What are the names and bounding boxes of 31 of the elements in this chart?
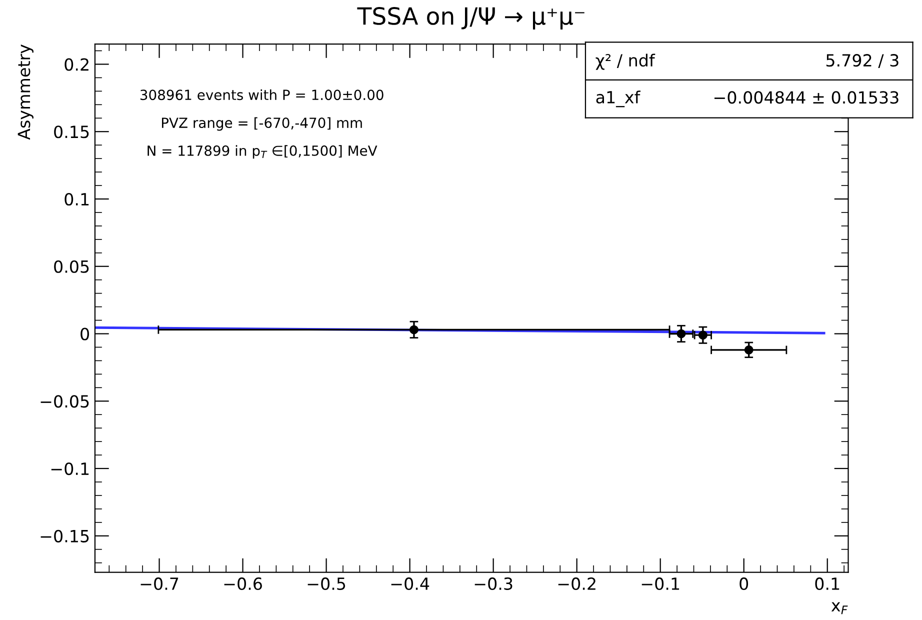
- x-tick-label: −0.3: [474, 577, 512, 590]
- x-tick-label: −0.4: [391, 577, 430, 590]
- x-tick-label: −0.7: [140, 577, 178, 590]
- x-tick-label: 0.1: [815, 577, 840, 590]
- chart-title: TSSA on J/Ψ → μ⁺μ⁻: [357, 7, 584, 30]
- annotation: −0.004844 ± 0.01533: [714, 91, 898, 104]
- x-tick-label: 0: [740, 577, 748, 590]
- point: [698, 330, 708, 340]
- x-tick-label: −0.2: [558, 577, 596, 590]
- y-tick-label: 0: [80, 328, 89, 340]
- x-axis-title: x$_{F}$: [831, 602, 848, 614]
- annotation: N = 117899 in p$_{T}$ ∈[0,1500] MeV: [148, 145, 378, 159]
- y-tick-label: −0.1: [51, 462, 89, 476]
- y-tick-label: −0.15: [40, 530, 89, 542]
- x-tick-label: −0.1: [642, 577, 680, 590]
- point: [409, 325, 418, 334]
- annotation: χ² / ndf: [596, 54, 656, 70]
- annotation: 5.792 / 3: [826, 54, 898, 68]
- point: [676, 329, 686, 338]
- annotation: PVZ range = [-670,-470] mm: [162, 117, 362, 131]
- annotation: 308961 events with P = 1.00±0.00: [140, 89, 384, 100]
- x-tick-label: −0.6: [224, 577, 262, 590]
- y-tick-label: 0.1: [64, 192, 89, 206]
- annotation: a1_xf: [596, 90, 640, 108]
- y-tick-label: 0.05: [54, 260, 89, 273]
- point: [744, 345, 754, 354]
- y-tick-label: 0.2: [64, 58, 88, 71]
- y-tick-label: −0.05: [40, 395, 89, 408]
- y-axis-title: Asymmetry: [18, 44, 34, 140]
- y-tick-label: 0.15: [54, 126, 89, 138]
- x-tick-label: −0.5: [308, 577, 346, 590]
